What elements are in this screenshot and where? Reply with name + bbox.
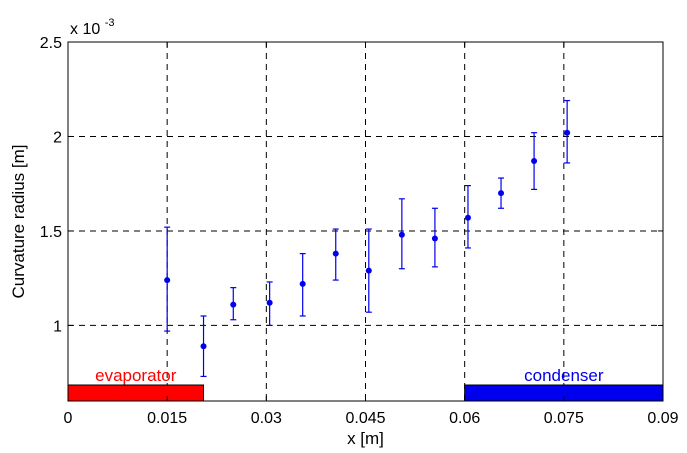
data-point	[431, 235, 438, 242]
y-tick-label: 2.5	[40, 35, 62, 52]
y-axis-exponent-label: x 10 -3	[70, 17, 114, 38]
data-point	[498, 190, 505, 197]
data-point	[564, 129, 571, 136]
y-axis-exponent-base: x 10	[70, 21, 100, 38]
y-axis-exponent-power: -3	[105, 17, 115, 29]
data-point	[365, 267, 372, 274]
grid-layer	[68, 42, 663, 401]
x-tick-label: 0.06	[449, 410, 480, 427]
region-label-evaporator: evaporator	[95, 366, 177, 385]
x-tick-label: 0.075	[544, 410, 584, 427]
data-point	[266, 299, 273, 306]
x-tick-label: 0.015	[147, 410, 187, 427]
data-point	[398, 231, 405, 238]
region-bar-evaporator	[67, 384, 205, 402]
data-point	[299, 280, 306, 287]
x-axis-label: x [m]	[347, 429, 384, 448]
y-tick-label: 1.5	[40, 224, 62, 241]
y-tick-label: 1	[53, 318, 62, 335]
region-layer: evaporator condenser	[67, 366, 664, 402]
x-tick-label: 0.045	[345, 410, 385, 427]
data-point	[332, 250, 339, 257]
data-point	[464, 214, 471, 221]
data-layer	[164, 99, 571, 378]
y-tick-label: 2	[53, 129, 62, 146]
data-point	[164, 277, 171, 284]
data-point	[200, 343, 207, 350]
tick-layer: 0 0.015 0.03 0.045 0.06 0.075 0.09 1 1.5 2 2.5	[40, 35, 679, 427]
region-label-condenser: condenser	[524, 366, 604, 385]
y-axis-label: Curvature radius [m]	[9, 145, 28, 299]
x-tick-label: 0	[64, 410, 73, 427]
x-tick-label: 0.09	[647, 410, 678, 427]
data-point	[230, 301, 237, 308]
data-point	[531, 158, 538, 165]
x-tick-label: 0.03	[251, 410, 282, 427]
